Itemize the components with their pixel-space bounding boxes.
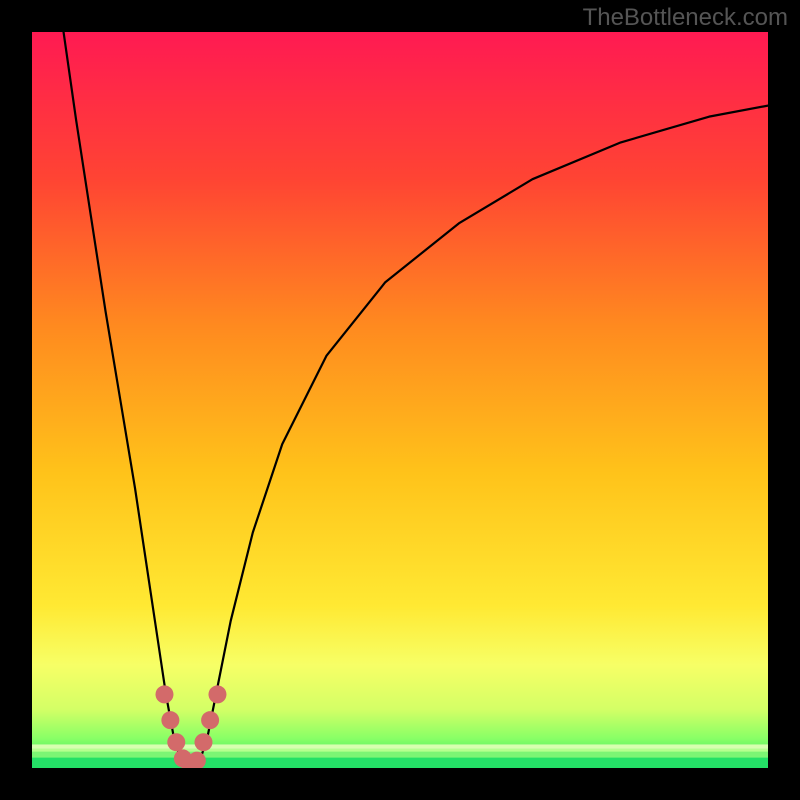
bottom-band [32, 752, 768, 758]
curve-marker [201, 711, 219, 729]
curve-marker [208, 685, 226, 703]
bottleneck-curve-chart [0, 0, 800, 800]
curve-marker [167, 733, 185, 751]
chart-root: TheBottleneck.com [0, 0, 800, 800]
curve-marker [188, 752, 206, 770]
bottom-band [32, 758, 768, 768]
bottom-band [32, 749, 768, 752]
bottom-band [32, 744, 768, 748]
source-watermark: TheBottleneck.com [583, 4, 788, 32]
plot-background [32, 32, 768, 768]
bottom-green-bands [32, 744, 768, 768]
curve-marker [161, 711, 179, 729]
curve-marker [194, 733, 212, 751]
curve-marker [155, 685, 173, 703]
